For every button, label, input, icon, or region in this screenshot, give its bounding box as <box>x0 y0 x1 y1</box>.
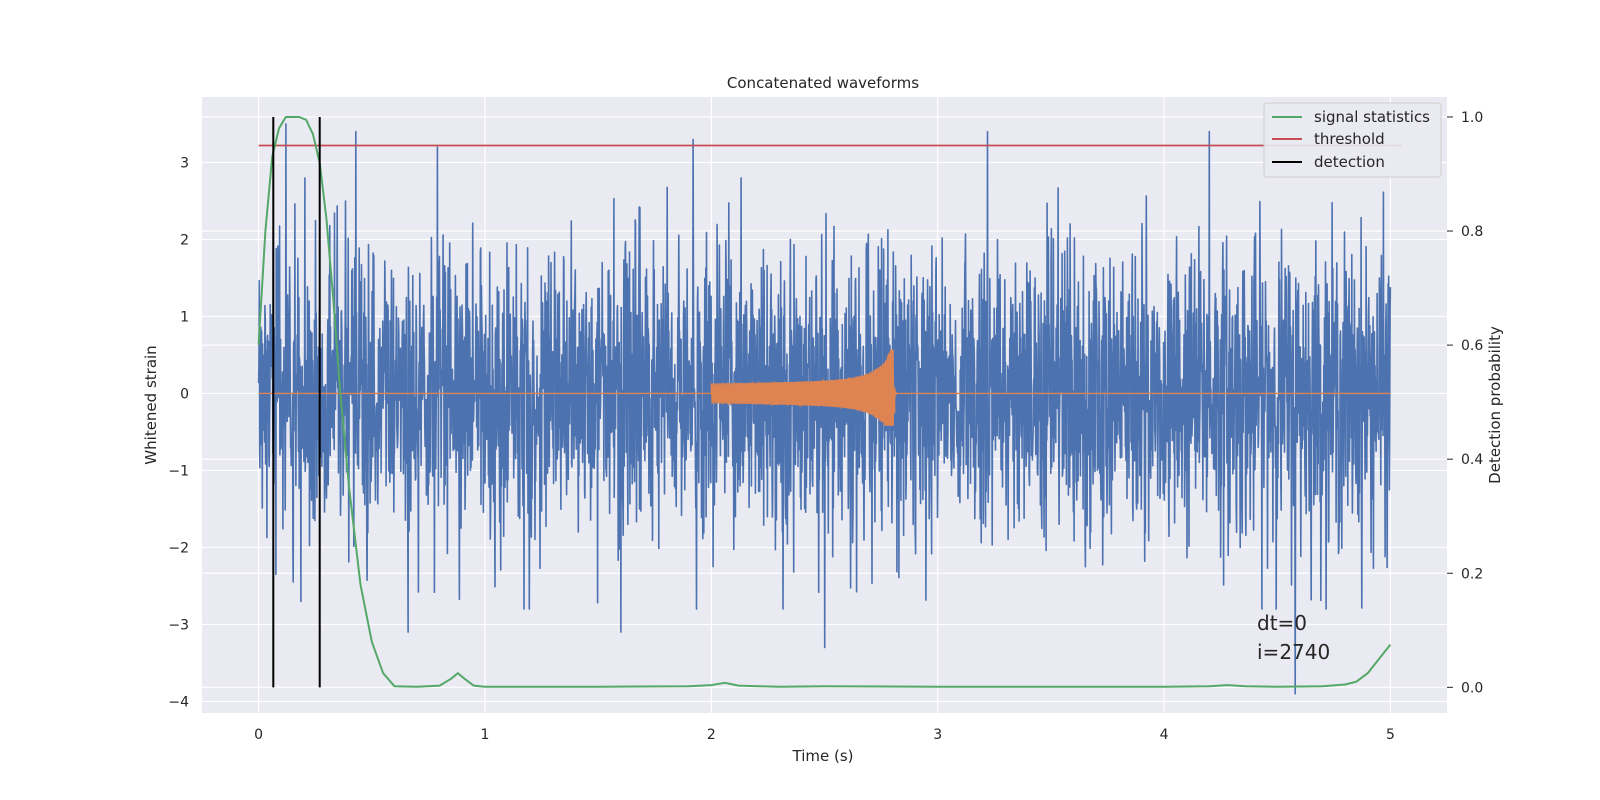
y-axis-ticks: −4 −3 −2 −1 0 1 2 3 <box>168 155 189 710</box>
legend: signal statistics threshold detection <box>1263 102 1442 178</box>
x-tick-label: 1 <box>480 727 489 743</box>
y-tick-label: −2 <box>168 540 189 556</box>
y-axis-label: Whitened strain <box>142 345 160 464</box>
annotation: dt=0 i=2740 <box>1257 611 1330 664</box>
legend-label-detection: detection <box>1314 153 1385 171</box>
y2-axis-ticks: 0.0 0.2 0.4 0.6 0.8 1.0 <box>1447 110 1483 696</box>
waveform-series-line <box>258 349 1391 426</box>
x-tick-label: 4 <box>1160 727 1169 743</box>
x-tick-label: 3 <box>933 727 942 743</box>
y-tick-label: −1 <box>168 463 189 479</box>
x-tick-label: 2 <box>707 727 716 743</box>
y2-tick-label: 0.6 <box>1461 338 1483 354</box>
legend-box <box>1263 102 1442 178</box>
x-tick-label: 0 <box>254 727 263 743</box>
legend-label-threshold: threshold <box>1314 130 1385 148</box>
y2-axis-label: Detection probability <box>1486 326 1504 484</box>
y2-tick-label: 0.4 <box>1461 452 1483 468</box>
annotation-dt: dt=0 <box>1257 611 1307 635</box>
annotation-i: i=2740 <box>1257 640 1330 664</box>
signal-statistics-line <box>257 116 1392 688</box>
y2-tick-label: 0.0 <box>1461 680 1483 696</box>
y-tick-label: 0 <box>180 386 189 402</box>
strain-series-line <box>257 123 1392 695</box>
chart-title: Concatenated waveforms <box>727 74 919 92</box>
y2-tick-label: 0.8 <box>1461 224 1483 240</box>
y-tick-label: 3 <box>180 155 189 171</box>
y-tick-label: 2 <box>180 232 189 248</box>
plot-area <box>257 116 1402 695</box>
y-tick-label: −3 <box>168 617 189 633</box>
x-axis-ticks: 0 1 2 3 4 5 <box>254 727 1395 743</box>
legend-label-signal-statistics: signal statistics <box>1314 108 1430 126</box>
x-tick-label: 5 <box>1386 727 1395 743</box>
x-axis-label: Time (s) <box>792 747 854 765</box>
y-tick-label: 1 <box>180 309 189 325</box>
y-tick-label: −4 <box>168 694 189 710</box>
y2-tick-label: 0.2 <box>1461 566 1483 582</box>
y2-tick-label: 1.0 <box>1461 110 1483 126</box>
